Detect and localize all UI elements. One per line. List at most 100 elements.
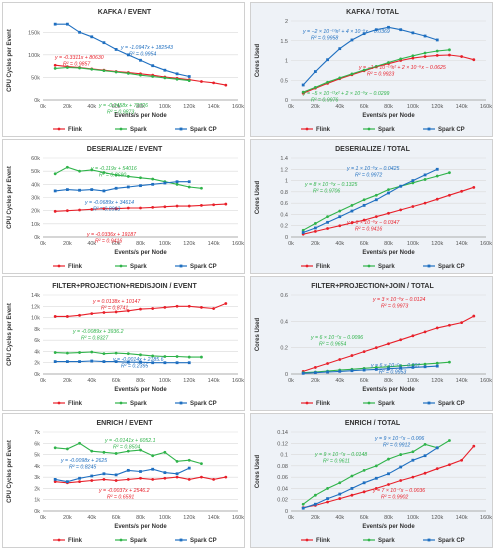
data-point xyxy=(301,228,305,232)
data-point xyxy=(126,478,130,481)
legend-item-spark: Spark xyxy=(363,127,395,133)
data-point xyxy=(448,48,451,52)
legend-label: Spark CP xyxy=(190,538,217,544)
data-point xyxy=(114,207,118,211)
data-point xyxy=(151,177,155,181)
data-point xyxy=(126,185,130,189)
data-point xyxy=(102,311,106,314)
chart-panel-enrich-event: ENRICH / EVENT 0k 1k 2k 3k 4k 5k 6k 7k 0k 20k 40k 60… xyxy=(2,413,245,548)
x-tick-label: 20k xyxy=(311,378,320,384)
y-tick-label: 50k xyxy=(31,75,40,81)
x-axis-label: Events/s per Node xyxy=(362,113,415,119)
data-point xyxy=(224,475,228,479)
x-tick-label: 0k xyxy=(288,515,294,521)
y-tick-label: 1.5 xyxy=(280,39,288,45)
y-tick-label: 0 xyxy=(285,509,288,515)
data-point xyxy=(313,493,317,497)
legend-label: Flink xyxy=(316,264,331,270)
x-tick-label: 100k xyxy=(407,515,419,521)
x-tick-label: 100k xyxy=(159,378,171,384)
legend-label: Spark CP xyxy=(438,401,465,407)
data-point xyxy=(114,351,118,355)
data-point xyxy=(362,468,366,472)
data-point xyxy=(448,53,451,57)
data-point xyxy=(423,201,427,205)
data-point xyxy=(175,77,179,81)
data-point xyxy=(187,458,191,462)
r-squared-label: R² = 0.9953 xyxy=(379,370,406,376)
data-point xyxy=(151,361,155,365)
trendline-equation: y = −2 × 10⁻¹⁰x² + 4 × 10⁻⁵x − 0.0369 xyxy=(302,29,390,35)
chart-title: KAFKA / EVENT xyxy=(98,9,152,16)
data-point xyxy=(435,174,439,178)
data-point xyxy=(423,365,427,369)
data-point xyxy=(175,355,179,358)
legend-marker xyxy=(119,127,123,131)
y-axis-label: Cores Used xyxy=(255,454,261,488)
data-point xyxy=(65,188,69,191)
data-point xyxy=(102,478,106,481)
data-point xyxy=(338,47,342,51)
data-point xyxy=(151,205,155,209)
r-squared-label: R² = 0.9416 xyxy=(355,227,382,233)
legend-item-flink: Flink xyxy=(53,401,83,407)
x-tick-label: 0k xyxy=(40,378,46,384)
data-point xyxy=(53,67,57,70)
data-point xyxy=(387,457,390,461)
data-point xyxy=(411,475,415,479)
trendline-equation: y = 6 × 10⁻⁷x − 0.0096 xyxy=(310,335,363,341)
trendline-equation: y = -0.2458x + 72726 xyxy=(98,103,148,109)
trendline-equation: y = −1 × 10⁻¹⁰x² + 2 × 10⁻⁵x − 0.0625 xyxy=(358,65,446,71)
data-point xyxy=(53,478,57,481)
data-point xyxy=(411,54,415,58)
legend-item-spark-cp: Spark CP xyxy=(423,538,465,544)
data-point xyxy=(187,185,191,189)
legend-label: Flink xyxy=(68,264,83,270)
data-point xyxy=(350,38,354,42)
data-point xyxy=(472,58,476,62)
y-tick-label: 0.06 xyxy=(277,475,288,481)
y-tick-label: 60k xyxy=(31,156,40,162)
data-point xyxy=(200,186,203,190)
data-point xyxy=(78,208,81,212)
data-point xyxy=(301,502,305,506)
data-point xyxy=(90,168,94,172)
data-point xyxy=(187,478,191,481)
data-point xyxy=(362,481,366,485)
x-tick-label: 0k xyxy=(40,104,46,110)
data-point xyxy=(139,176,142,180)
r-squared-label: R² = 0.8327 xyxy=(81,336,109,342)
data-point xyxy=(374,215,378,219)
data-point xyxy=(387,191,390,195)
data-point xyxy=(151,64,155,68)
r-squared-label: R² = 0.9954 xyxy=(129,52,156,58)
legend-label: Spark xyxy=(130,264,147,270)
data-point xyxy=(350,209,354,213)
data-point xyxy=(65,66,69,69)
data-point xyxy=(175,472,179,476)
data-point xyxy=(139,360,142,364)
legend-marker xyxy=(57,127,61,131)
y-axis-label: Cores Used xyxy=(255,180,261,214)
chart-title: ENRICH / EVENT xyxy=(96,420,153,427)
legend-item-flink: Flink xyxy=(301,264,331,270)
data-point xyxy=(313,229,317,233)
data-point xyxy=(411,366,415,369)
data-point xyxy=(78,441,81,445)
chart-svg: FILTER+PROJECTION+JOIN / TOTAL 0 0.2 0.4 0.6… xyxy=(255,283,492,407)
legend-marker xyxy=(427,538,431,542)
data-point xyxy=(139,307,142,311)
data-point xyxy=(163,76,167,80)
data-point xyxy=(78,351,81,354)
data-point xyxy=(411,181,415,185)
data-point xyxy=(187,304,191,308)
data-point xyxy=(78,313,81,317)
data-point xyxy=(350,474,354,478)
data-point xyxy=(362,32,366,36)
y-axis-label: Cores Used xyxy=(255,317,261,351)
data-point xyxy=(338,497,342,500)
legend-label: Spark CP xyxy=(190,401,217,407)
legend-label: Spark CP xyxy=(438,538,465,544)
legend-label: Flink xyxy=(68,538,83,544)
